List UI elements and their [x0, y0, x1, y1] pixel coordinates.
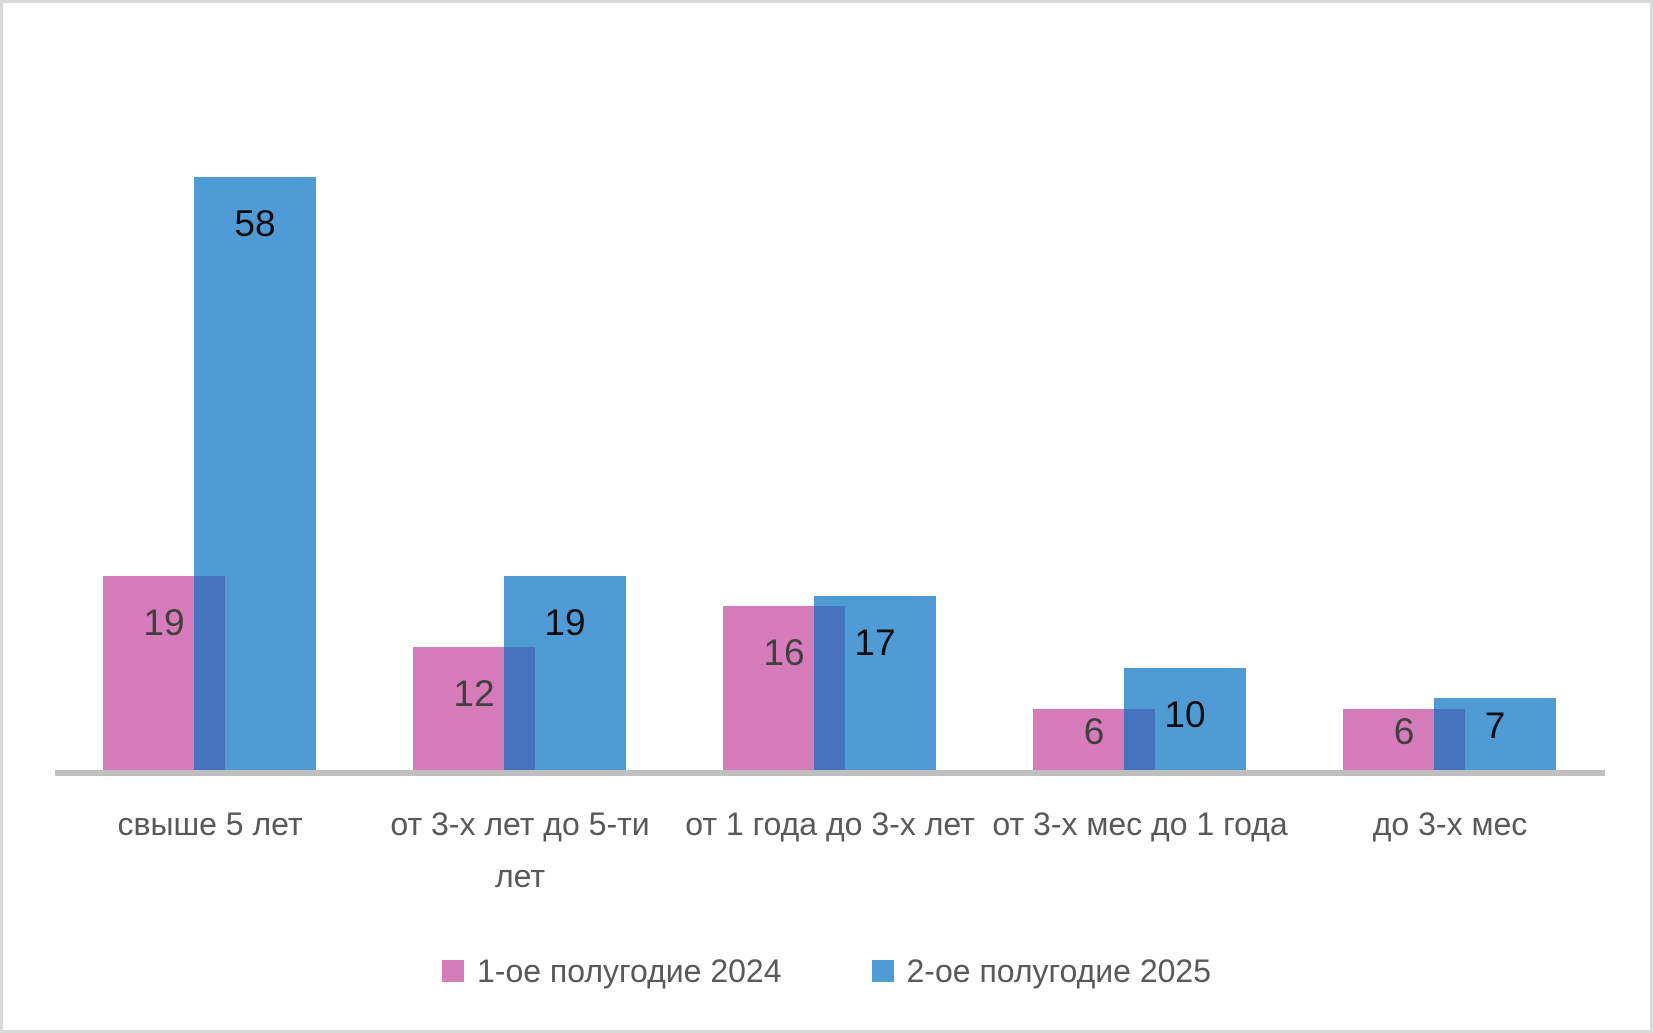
value-label: 19 — [544, 602, 586, 643]
legend-label-series2: 2-ое полугодие 2025 — [906, 952, 1212, 989]
legend-swatch-series2-icon — [871, 960, 894, 982]
legend-swatch-series1-icon — [441, 960, 464, 982]
value-label: 19 — [143, 602, 185, 643]
category-label: от 3-х мес до 1 года — [992, 806, 1288, 842]
x-axis-line — [55, 770, 1605, 776]
category-label: до 3-х мес — [1372, 806, 1528, 842]
legend-item-series2: 2-ое полугодие 2025 — [871, 952, 1212, 990]
bar-overlap-band — [814, 606, 845, 770]
category-label: от 3-х лет до 5-ти лет — [390, 806, 650, 894]
bar-overlap-band — [504, 647, 535, 770]
legend: 1-ое полугодие 2024 2-ое полугодие 2025 — [3, 947, 1650, 995]
legend-item-series1: 1-ое полугодие 2024 — [441, 952, 782, 990]
value-label: 58 — [234, 203, 276, 244]
value-label: 12 — [453, 673, 495, 714]
value-label: 6 — [1083, 710, 1105, 752]
category-label: от 1 года до 3-х лет — [685, 806, 975, 842]
category-label: свыше 5 лет — [117, 806, 303, 842]
legend-label-series1: 1-ое полугодие 2024 — [476, 952, 782, 989]
plot-area: 19 58 свыше 5 лет 12 19 от 3-х лет до 5-ти ле… — [3, 3, 1650, 1030]
bar-overlap-band — [1434, 709, 1465, 770]
bar-overlap-band — [1124, 709, 1155, 770]
value-label: 6 — [1393, 710, 1415, 752]
bar-overlap-band — [194, 576, 225, 770]
value-label: 17 — [854, 622, 896, 663]
value-label: 16 — [763, 632, 805, 673]
value-label: 10 — [1164, 694, 1206, 735]
value-label: 7 — [1484, 705, 1506, 746]
